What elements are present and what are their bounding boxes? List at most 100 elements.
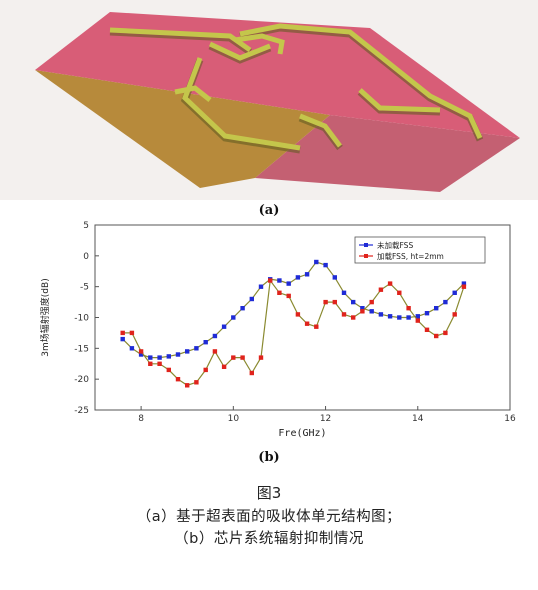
x-tick-label: 8 bbox=[138, 414, 144, 424]
data-point bbox=[268, 278, 273, 283]
substrate-front-face bbox=[35, 70, 330, 188]
fss-trace-pattern bbox=[109, 23, 484, 154]
data-point bbox=[203, 340, 208, 345]
data-point bbox=[194, 346, 199, 351]
data-point bbox=[397, 290, 402, 295]
data-point bbox=[452, 290, 457, 295]
x-axis-label: Fre(GHz) bbox=[278, 428, 326, 439]
data-point bbox=[148, 355, 153, 360]
legend-swatch-marker bbox=[364, 254, 368, 258]
data-point bbox=[369, 309, 374, 314]
data-point bbox=[378, 287, 384, 292]
substrate-side-face bbox=[255, 115, 520, 192]
data-point bbox=[314, 259, 319, 265]
data-point bbox=[231, 315, 236, 320]
x-tick-label: 10 bbox=[228, 414, 240, 424]
y-tick-label: 5 bbox=[83, 221, 89, 231]
y-tick-label: -20 bbox=[74, 375, 89, 385]
data-point bbox=[360, 306, 365, 311]
data-point bbox=[129, 346, 135, 351]
figure-number: 图3 bbox=[256, 484, 282, 502]
y-tick-label: 0 bbox=[83, 252, 89, 262]
data-point bbox=[323, 299, 328, 305]
data-point bbox=[415, 318, 420, 323]
data-point bbox=[157, 355, 162, 360]
data-point bbox=[341, 312, 347, 317]
data-point bbox=[212, 333, 218, 339]
data-point bbox=[194, 380, 199, 385]
data-point bbox=[258, 355, 264, 360]
y-tick-label: -5 bbox=[80, 283, 89, 293]
unit-cell-3d-figure bbox=[0, 0, 538, 200]
data-point bbox=[286, 293, 291, 299]
chart-series bbox=[120, 259, 467, 388]
data-point bbox=[240, 306, 245, 311]
data-point bbox=[249, 296, 254, 302]
data-point bbox=[434, 333, 439, 339]
data-point bbox=[157, 361, 162, 366]
y-tick-label: -10 bbox=[74, 314, 89, 324]
data-point bbox=[304, 272, 310, 277]
figure-b-label: (b) bbox=[258, 450, 280, 465]
chart-tick-labels: 5 0 -5 -10 -15 -20 -25 8 10 12 14 16 bbox=[74, 221, 516, 424]
data-point bbox=[203, 367, 208, 373]
data-point bbox=[406, 306, 411, 311]
data-point bbox=[443, 299, 448, 305]
figure-a-label: (a) bbox=[258, 203, 280, 218]
data-point bbox=[277, 290, 282, 295]
data-point bbox=[249, 370, 254, 376]
data-point bbox=[351, 315, 356, 320]
data-point bbox=[406, 315, 411, 320]
data-point bbox=[286, 281, 291, 286]
x-tick-label: 12 bbox=[320, 414, 331, 424]
series-2 bbox=[120, 278, 467, 388]
data-point bbox=[240, 355, 245, 360]
data-point bbox=[461, 284, 467, 289]
data-point bbox=[461, 281, 467, 286]
data-point bbox=[424, 311, 430, 316]
data-point bbox=[424, 327, 430, 332]
data-point bbox=[360, 309, 365, 314]
data-point bbox=[295, 275, 301, 280]
data-point bbox=[221, 364, 227, 369]
data-point bbox=[295, 312, 301, 317]
data-point bbox=[443, 330, 448, 336]
data-point bbox=[120, 330, 125, 336]
data-point bbox=[175, 377, 181, 382]
data-point bbox=[314, 324, 319, 329]
data-point bbox=[323, 262, 328, 268]
data-point bbox=[138, 352, 144, 357]
data-point bbox=[332, 299, 337, 305]
y-axis-label: 3m场辐射强度(dB) bbox=[39, 278, 51, 356]
caption-line-a: （a）基于超表面的吸收体单元结构图； bbox=[136, 509, 402, 525]
data-point bbox=[351, 299, 356, 305]
series-line bbox=[122, 278, 465, 386]
data-point bbox=[387, 281, 393, 286]
data-point bbox=[221, 324, 227, 329]
y-tick-label: -25 bbox=[74, 406, 89, 416]
data-point bbox=[166, 354, 171, 359]
series-line bbox=[122, 261, 465, 359]
x-tick-label: 16 bbox=[504, 414, 516, 424]
data-point bbox=[175, 352, 181, 357]
data-point bbox=[185, 349, 190, 354]
data-point bbox=[397, 315, 402, 320]
x-tick-label: 14 bbox=[412, 414, 424, 424]
data-point bbox=[378, 312, 384, 317]
data-point bbox=[415, 314, 420, 319]
data-point bbox=[129, 330, 135, 336]
data-point bbox=[148, 361, 153, 366]
data-point bbox=[369, 299, 374, 305]
data-point bbox=[166, 367, 171, 373]
data-point bbox=[277, 278, 282, 283]
series-1 bbox=[120, 259, 467, 360]
data-point bbox=[185, 383, 190, 388]
legend-box bbox=[354, 236, 486, 264]
legend-entry: 未加载FSS bbox=[377, 240, 413, 250]
caption-line-b: （b）芯片系统辐射抑制情况 bbox=[174, 531, 364, 547]
data-point bbox=[387, 314, 393, 319]
data-point bbox=[138, 349, 144, 354]
data-point bbox=[452, 312, 457, 317]
